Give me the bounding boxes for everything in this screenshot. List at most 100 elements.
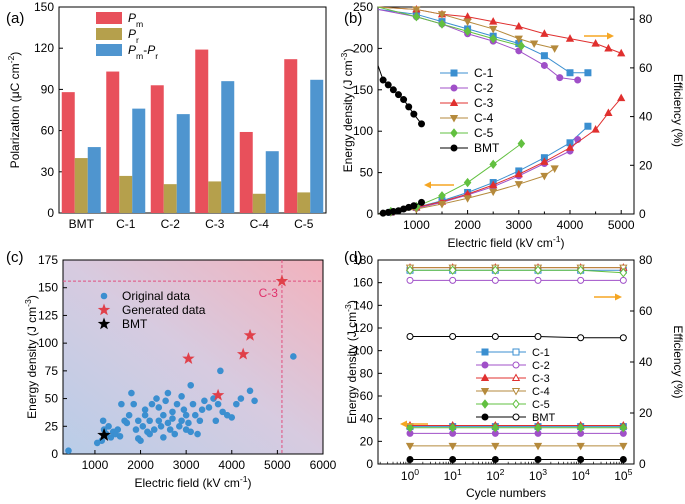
data-point-original — [214, 400, 222, 408]
data-point-original — [164, 389, 172, 397]
series-line-C-5-energy — [377, 143, 522, 215]
data-point-original — [134, 417, 142, 425]
panel-d: (d) 100 101 102 103 104 105 0 20 40 60 80 100 120 140 1… — [343, 249, 685, 500]
legend-swatch — [96, 44, 122, 56]
data-point-BMT — [379, 76, 387, 84]
legend-marker-open — [512, 413, 520, 421]
y-tick-label: 150 — [34, 0, 54, 14]
y-tick-label: 100 — [38, 336, 58, 350]
legend-entry: C-5 — [532, 399, 550, 411]
data-point-original — [212, 417, 220, 425]
x-axis-label: Electric field (kV cm-1) — [447, 234, 564, 250]
data-point-original — [166, 426, 174, 433]
data-point-C-3 — [604, 108, 613, 117]
data-point-BMT-efficiency — [619, 334, 627, 342]
y-tick-label: 120 — [353, 321, 373, 335]
y-tick-label: 25 — [45, 419, 59, 433]
bar-Pr-C-3 — [208, 181, 222, 213]
x-tick-label: 5000 — [264, 458, 291, 472]
data-point-C-1 — [584, 69, 592, 77]
data-point-C-3 — [514, 21, 523, 30]
legend-entry: C-5 — [474, 126, 494, 140]
y-tick-label: 200 — [353, 41, 373, 55]
y-axis-label: Energy density (J cm-3) — [23, 295, 39, 419]
data-point-BMT — [405, 103, 413, 111]
data-point-original — [182, 411, 190, 419]
bar-Pr-C-5 — [297, 192, 311, 213]
plot-frame — [377, 6, 635, 215]
data-point-original — [141, 406, 149, 413]
data-point-C-2-efficiency — [577, 276, 585, 284]
data-point-C-2-efficiency — [491, 276, 499, 284]
bar-Pm-C-1 — [106, 71, 120, 214]
data-point-C-4 — [550, 45, 559, 53]
y-tick-label: 180 — [353, 253, 373, 267]
x-tick-label: C-2 — [161, 217, 181, 231]
x-axis-label: Electric field (kV cm-1) — [134, 474, 251, 490]
bar-Pm-Pr-C-3 — [221, 81, 235, 213]
y2-axis-label: Efficiency (%) — [671, 325, 685, 398]
data-point-C-1 — [584, 122, 592, 130]
legend-entry: C-3 — [474, 96, 494, 110]
data-point-original — [205, 404, 213, 411]
data-point-original — [251, 397, 258, 405]
y-tick-label: 100 — [353, 344, 373, 358]
data-point-C-4 — [412, 6, 421, 14]
bar-Pr-C-4 — [252, 193, 266, 213]
data-point-BMT-energy — [449, 455, 457, 463]
x-tick-label: 105 — [614, 467, 632, 483]
panel-label: (a) — [6, 10, 24, 27]
x-axis-label: Cycle numbers — [466, 486, 546, 500]
data-point-BMT — [400, 96, 408, 104]
data-point-C-5 — [438, 19, 446, 29]
legend-marker-filled — [481, 348, 489, 356]
x-tick-label: 5000 — [608, 218, 635, 232]
bar-Pm-Pr-C-5 — [310, 79, 324, 213]
data-point-original — [107, 434, 115, 441]
x-tick-label: 3000 — [505, 218, 532, 232]
data-point-generated — [243, 328, 257, 341]
y2-axis-label: Efficiency (%) — [671, 74, 685, 147]
data-point-BMT-energy — [577, 455, 585, 463]
data-point-original — [196, 417, 204, 425]
data-point-C-4-energy — [576, 442, 585, 451]
y-tick-label: 125 — [38, 308, 58, 322]
data-point-C-4 — [530, 40, 539, 49]
legend-marker-filled — [481, 361, 489, 369]
data-point-generated — [236, 347, 250, 360]
y-tick-label: 80 — [360, 366, 374, 380]
data-point-C-4 — [514, 35, 523, 44]
legend-marker-open — [512, 399, 520, 409]
energy-arrow-head — [424, 181, 431, 189]
y-tick-label: 60 — [41, 124, 55, 138]
y-tick-label: 20 — [360, 434, 374, 448]
x-tick-label: C-4 — [250, 217, 270, 231]
bar-Pm-Pr-C-2 — [176, 114, 190, 213]
x-tick-label: 101 — [444, 467, 462, 483]
data-point-C-5-efficiency — [576, 265, 585, 275]
data-point-C-4 — [437, 201, 447, 209]
efficiency-arrow-head — [615, 293, 622, 301]
panel-label: (d) — [344, 249, 362, 266]
bar-Pm-C-3 — [195, 49, 209, 213]
data-point-original — [148, 400, 156, 408]
data-point-C-2-efficiency — [619, 276, 627, 284]
data-point-original — [219, 408, 226, 416]
data-point-original — [125, 411, 133, 419]
legend-marker — [450, 84, 458, 92]
y2-tick-label: 60 — [639, 304, 653, 318]
data-point-original — [128, 389, 135, 397]
legend-marker-filled — [481, 399, 489, 409]
y2-tick-label: 0 — [639, 207, 646, 221]
data-point-C-2-efficiency — [534, 276, 542, 284]
bar-Pm-Pr-BMT — [87, 147, 101, 213]
y2-tick-label: 80 — [639, 253, 653, 267]
y-tick-label: 250 — [353, 0, 373, 14]
legend-marker-open — [511, 387, 521, 396]
legend-entry: C-4 — [474, 111, 494, 125]
data-point-C-5 — [489, 33, 497, 44]
data-point-C-3 — [514, 169, 523, 178]
bar-Pr-BMT — [74, 158, 88, 213]
data-point-C-5-efficiency — [448, 265, 457, 275]
legend-marker — [97, 317, 111, 330]
